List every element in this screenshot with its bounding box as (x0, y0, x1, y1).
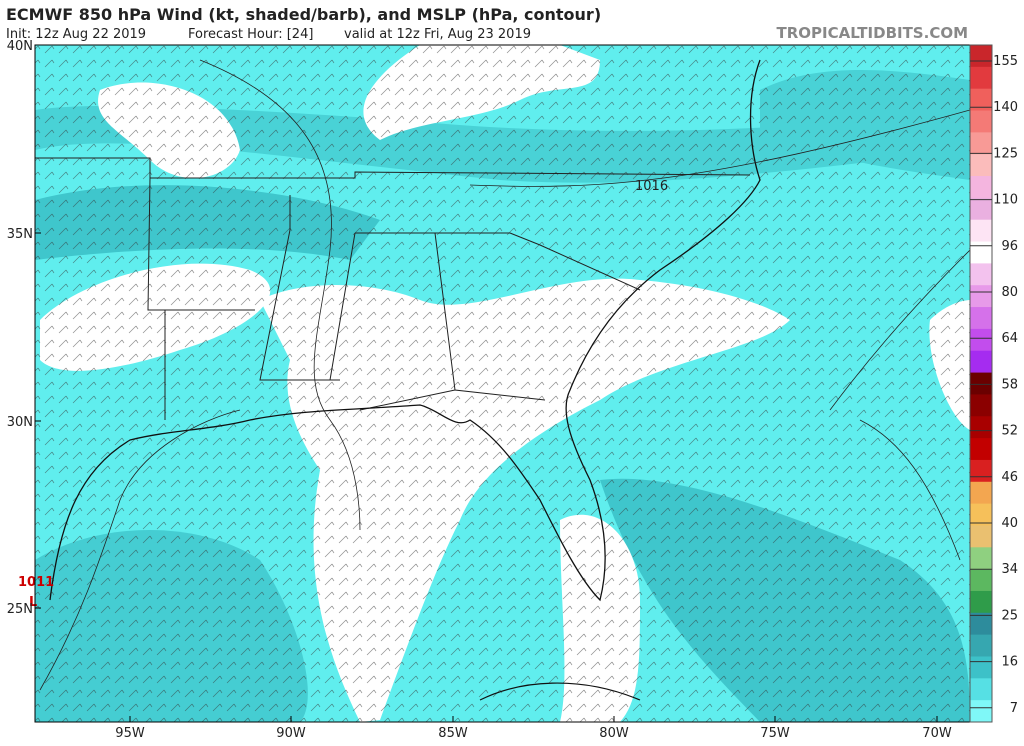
colorbar-segment (970, 197, 992, 221)
colorbar-segment (970, 656, 992, 679)
longitude-label: 70W (922, 726, 952, 741)
colorbar-label: 80 (1001, 285, 1018, 300)
colorbar-segment (970, 263, 992, 286)
colorbar-label: 46 (1001, 470, 1018, 485)
colorbar-segment (970, 438, 992, 461)
colorbar-segment (970, 590, 992, 614)
colorbar-label: 125 (993, 146, 1018, 161)
colorbar-segment (970, 350, 992, 374)
colorbar-segment (970, 678, 992, 701)
colorbar-label: 140 (993, 100, 1018, 115)
colorbar-segment (970, 481, 992, 505)
colorbar-segment (970, 394, 992, 417)
latitude-label: 40N (7, 39, 33, 54)
colorbar-segment (970, 45, 992, 68)
colorbar-segment (970, 612, 992, 636)
colorbar-segment (970, 372, 992, 395)
colorbar-segment (970, 503, 992, 526)
title: ECMWF 850 hPa Wind (kt, shaded/barb), an… (6, 5, 601, 24)
colorbar-segment (970, 525, 992, 548)
colorbar-frame (969, 44, 993, 723)
colorbar-label: 110 (993, 193, 1018, 208)
colorbar-segment (970, 700, 992, 723)
longitude-label: 90W (276, 726, 306, 741)
colorbar-segment (970, 285, 992, 308)
colorbar-label: 7 (1010, 701, 1018, 716)
colorbar-segment (970, 110, 992, 133)
low-pressure-marker: L (29, 595, 37, 610)
forecast-hour: Forecast Hour: [24] (188, 27, 313, 42)
contour-label: 1016 (635, 179, 668, 194)
colorbar-segment (970, 132, 992, 155)
colorbar-segment (970, 154, 992, 177)
colorbar-label: 52 (1001, 424, 1018, 439)
colorbar-label: 64 (1001, 331, 1018, 346)
longitude-label: 75W (760, 726, 790, 741)
latitude-label: 25N (7, 602, 33, 617)
map-area: 1016 (35, 45, 970, 722)
longitude-label: 85W (438, 726, 468, 741)
valid-time: valid at 12z Fri, Aug 23 2019 (344, 27, 531, 42)
longitude-label: 80W (599, 726, 629, 741)
init: Init: 12z Aug 22 2019 (6, 27, 146, 42)
colorbar-label: 34 (1001, 562, 1018, 577)
colorbar-segment (970, 569, 992, 592)
colorbar-segment (970, 66, 992, 90)
colorbar-segment (970, 176, 992, 199)
colorbar-label: 40 (1001, 516, 1018, 531)
colorbar-label: 25 (1001, 608, 1018, 623)
brand: TROPICALTIDBITS.COM (777, 24, 969, 42)
colorbar-segment (970, 328, 992, 352)
colorbar-segment (970, 88, 992, 112)
latitude-label: 35N (7, 227, 33, 242)
colorbar-segment (970, 634, 992, 657)
colorbar-label: 155 (993, 54, 1018, 69)
colorbar-label: 96 (1001, 239, 1018, 254)
colorbar-segment (970, 307, 992, 330)
colorbar-label: 16 (1001, 655, 1018, 670)
colorbar-segment (970, 219, 992, 243)
colorbar-segment (970, 416, 992, 439)
latitude-label: 30N (7, 415, 33, 430)
longitude-label: 95W (115, 726, 145, 741)
colorbar-segment (970, 241, 992, 264)
low-pressure-value: 1011 (18, 575, 54, 590)
colorbar-segment (970, 459, 992, 483)
colorbar-segment (970, 547, 992, 570)
colorbar-label: 58 (1001, 377, 1018, 392)
